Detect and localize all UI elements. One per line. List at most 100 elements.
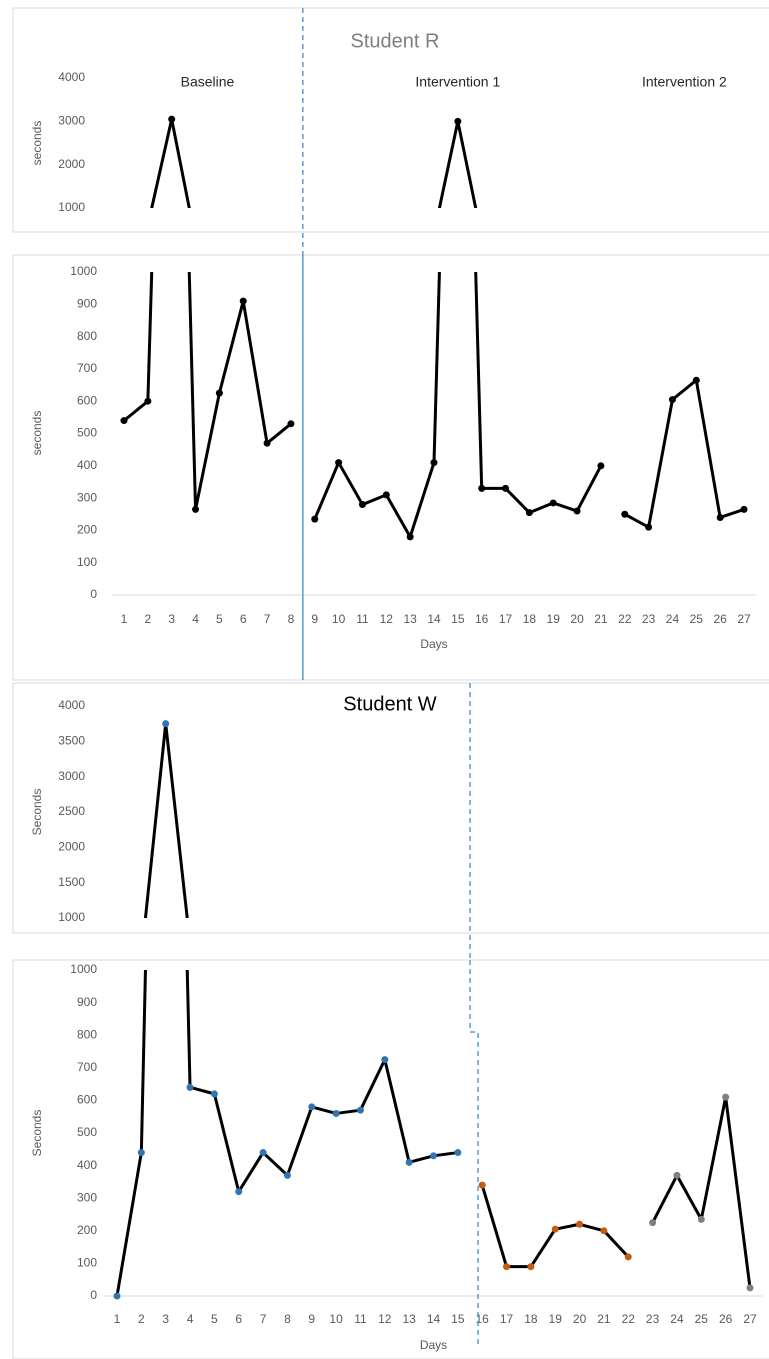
x-tick-label: 2 <box>145 612 152 626</box>
y-tick-label: 1500 <box>58 875 85 889</box>
x-tick-label: 19 <box>547 612 561 626</box>
x-tick-label: 2 <box>138 1312 145 1326</box>
y-tick-label: 300 <box>77 1190 97 1204</box>
data-point <box>186 1083 194 1091</box>
data-point <box>597 462 605 470</box>
y-tick-label: 1000 <box>70 264 97 278</box>
y-tick-label: 3000 <box>58 769 85 783</box>
data-point <box>649 1219 657 1227</box>
series-line <box>624 378 745 529</box>
data-point <box>692 376 700 384</box>
y-tick-label: 600 <box>77 393 97 407</box>
x-tick-label: 14 <box>427 1312 441 1326</box>
x-tick-label: 19 <box>549 1312 563 1326</box>
panel-frame <box>12 959 769 1359</box>
chart-title: Student W <box>343 693 437 715</box>
y-axis-label: seconds <box>30 411 44 456</box>
x-tick-label: 9 <box>311 612 318 626</box>
series-line <box>115 970 459 1297</box>
y-tick-label: 400 <box>77 1158 97 1172</box>
data-point <box>308 1103 316 1111</box>
phase-label: Intervention 2 <box>642 74 727 90</box>
panel-frame <box>12 682 769 934</box>
x-tick-label: 21 <box>597 1312 611 1326</box>
y-tick-label: 200 <box>77 523 97 537</box>
y-tick-label: 4000 <box>58 698 85 712</box>
y-tick-label: 1000 <box>70 962 97 976</box>
data-point <box>503 1263 511 1271</box>
y-axis-label: Seconds <box>30 1110 44 1157</box>
data-point <box>716 513 724 521</box>
x-tick-label: 6 <box>240 612 247 626</box>
data-point <box>430 1152 437 1160</box>
x-tick-label: 16 <box>476 1312 490 1326</box>
x-tick-label: 3 <box>162 1312 169 1326</box>
y-tick-label: 2500 <box>58 804 85 818</box>
x-tick-label: 25 <box>690 612 704 626</box>
data-point <box>722 1093 730 1101</box>
series-line <box>653 946 750 987</box>
data-point <box>576 1220 584 1228</box>
data-point <box>259 1149 267 1157</box>
data-point <box>137 1149 145 1157</box>
data-point <box>239 297 247 305</box>
data-point <box>621 510 629 518</box>
data-point <box>454 117 462 125</box>
data-point <box>740 505 748 513</box>
y-tick-label: 900 <box>77 995 97 1009</box>
data-point <box>356 1106 364 1114</box>
data-point <box>235 1188 243 1196</box>
data-point <box>454 1149 462 1157</box>
data-point <box>478 484 486 492</box>
x-tick-label: 22 <box>618 612 632 626</box>
x-tick-label: 3 <box>168 612 175 626</box>
data-point <box>697 1215 705 1223</box>
panel-frame <box>12 7 769 233</box>
x-tick-label: 23 <box>642 612 656 626</box>
data-point <box>192 505 200 513</box>
x-axis-label: Days <box>420 1338 447 1352</box>
data-point <box>673 1171 681 1179</box>
x-tick-label: 27 <box>743 1312 757 1326</box>
data-point <box>600 1227 608 1235</box>
data-point <box>502 484 510 492</box>
data-point <box>382 491 390 499</box>
x-tick-label: 20 <box>570 612 584 626</box>
x-tick-label: 18 <box>524 1312 538 1326</box>
data-point <box>381 1056 389 1064</box>
x-tick-label: 18 <box>523 612 537 626</box>
y-tick-label: 500 <box>77 426 97 440</box>
x-tick-label: 7 <box>260 1312 267 1326</box>
y-tick-label: 1000 <box>58 200 85 214</box>
y-tick-label: 0 <box>90 1288 97 1302</box>
x-tick-label: 20 <box>573 1312 587 1326</box>
x-tick-label: 7 <box>264 612 271 626</box>
y-tick-label: 4000 <box>58 70 85 84</box>
y-tick-label: 600 <box>77 1093 97 1107</box>
y-tick-label: 700 <box>77 361 97 375</box>
series-line <box>482 965 628 983</box>
x-tick-label: 10 <box>332 612 346 626</box>
panel-frame <box>12 254 769 681</box>
x-tick-label: 10 <box>329 1312 343 1326</box>
phase-label: Intervention 1 <box>415 74 500 90</box>
data-point <box>287 420 295 428</box>
y-tick-label: 0 <box>90 587 97 601</box>
x-tick-label: 16 <box>475 612 489 626</box>
y-tick-label: 100 <box>77 555 97 569</box>
x-tick-label: 15 <box>451 1312 465 1326</box>
x-tick-label: 15 <box>451 612 465 626</box>
series-line <box>150 117 191 208</box>
data-point <box>162 720 170 728</box>
y-axis-label: seconds <box>30 121 44 166</box>
data-point <box>573 507 581 515</box>
x-tick-label: 8 <box>288 612 295 626</box>
data-point <box>405 1158 413 1166</box>
y-tick-label: 2000 <box>58 157 85 171</box>
data-point <box>144 397 152 405</box>
data-point <box>624 1253 632 1261</box>
data-point <box>525 509 533 517</box>
x-tick-label: 26 <box>713 612 727 626</box>
x-tick-label: 5 <box>216 612 223 626</box>
